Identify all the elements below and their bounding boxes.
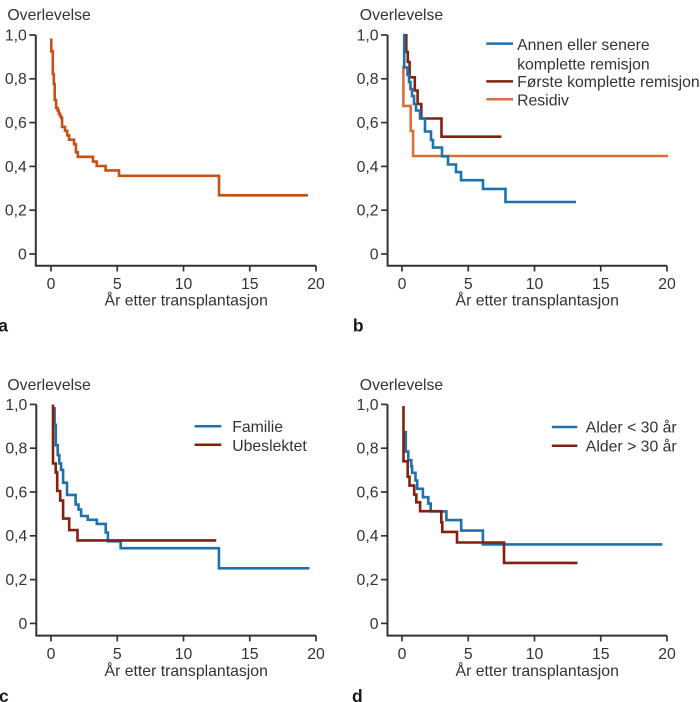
svg-text:0,6: 0,6 bbox=[357, 115, 379, 132]
svg-text:År etter transplantasjon: År etter transplantasjon bbox=[105, 290, 268, 309]
svg-text:Ubeslektet: Ubeslektet bbox=[232, 438, 307, 455]
svg-text:0,6: 0,6 bbox=[5, 484, 27, 501]
svg-text:20: 20 bbox=[658, 646, 676, 663]
svg-text:Familie: Familie bbox=[232, 419, 283, 436]
svg-text:10: 10 bbox=[526, 646, 544, 663]
svg-text:Residiv: Residiv bbox=[517, 93, 569, 110]
svg-text:0,4: 0,4 bbox=[5, 528, 27, 545]
svg-text:1,0: 1,0 bbox=[357, 397, 379, 414]
svg-text:0: 0 bbox=[47, 646, 56, 663]
svg-text:0: 0 bbox=[18, 246, 27, 263]
svg-text:0,2: 0,2 bbox=[357, 203, 379, 220]
svg-text:10: 10 bbox=[175, 276, 193, 293]
svg-text:Første komplette remisjon: Første komplette remisjon bbox=[517, 74, 700, 91]
svg-text:0: 0 bbox=[398, 276, 407, 293]
svg-text:0,6: 0,6 bbox=[5, 115, 27, 132]
svg-text:15: 15 bbox=[592, 646, 610, 663]
svg-text:15: 15 bbox=[241, 276, 259, 293]
svg-text:0: 0 bbox=[19, 616, 28, 633]
svg-text:Alder < 30 år: Alder < 30 år bbox=[586, 419, 677, 437]
svg-text:0,8: 0,8 bbox=[5, 71, 27, 88]
svg-text:0: 0 bbox=[47, 276, 56, 293]
svg-text:Overlevelse: Overlevelse bbox=[7, 377, 91, 394]
svg-text:5: 5 bbox=[464, 276, 473, 293]
svg-text:Annen eller senere: Annen eller senere bbox=[517, 37, 650, 54]
svg-text:0,8: 0,8 bbox=[357, 71, 379, 88]
svg-text:Overlevelse: Overlevelse bbox=[360, 377, 444, 394]
svg-text:0,4: 0,4 bbox=[357, 528, 379, 545]
svg-text:1,0: 1,0 bbox=[357, 27, 379, 44]
svg-text:10: 10 bbox=[526, 276, 544, 293]
svg-text:b: b bbox=[353, 316, 364, 336]
svg-text:0,4: 0,4 bbox=[357, 159, 379, 176]
svg-text:0: 0 bbox=[370, 246, 379, 263]
svg-text:Overlevelse: Overlevelse bbox=[360, 7, 444, 24]
svg-text:0: 0 bbox=[370, 616, 379, 633]
svg-text:0: 0 bbox=[398, 646, 407, 663]
svg-text:5: 5 bbox=[113, 646, 122, 663]
svg-text:Alder > 30 år: Alder > 30 år bbox=[586, 437, 677, 455]
svg-text:År etter transplantasjon: År etter transplantasjon bbox=[105, 661, 268, 680]
svg-text:0,8: 0,8 bbox=[5, 441, 27, 458]
svg-text:15: 15 bbox=[592, 276, 610, 293]
svg-text:År etter transplantasjon: År etter transplantasjon bbox=[456, 290, 619, 309]
svg-text:0,6: 0,6 bbox=[357, 484, 379, 501]
svg-text:Overlevelse: Overlevelse bbox=[7, 7, 91, 24]
svg-text:komplette remisjon: komplette remisjon bbox=[517, 56, 650, 73]
svg-text:20: 20 bbox=[307, 646, 325, 663]
svg-text:1,0: 1,0 bbox=[5, 397, 27, 414]
svg-text:0,8: 0,8 bbox=[357, 441, 379, 458]
svg-text:a: a bbox=[0, 316, 8, 336]
svg-text:0,2: 0,2 bbox=[5, 572, 27, 589]
svg-text:20: 20 bbox=[658, 276, 676, 293]
svg-text:10: 10 bbox=[175, 646, 193, 663]
svg-text:0,2: 0,2 bbox=[357, 572, 379, 589]
svg-text:15: 15 bbox=[241, 646, 259, 663]
svg-text:20: 20 bbox=[307, 276, 325, 293]
svg-text:0,2: 0,2 bbox=[5, 203, 27, 220]
svg-text:0,4: 0,4 bbox=[5, 159, 27, 176]
svg-text:5: 5 bbox=[113, 276, 122, 293]
svg-text:1,0: 1,0 bbox=[5, 27, 27, 44]
svg-text:c: c bbox=[0, 686, 9, 702]
svg-text:d: d bbox=[352, 686, 363, 702]
svg-text:5: 5 bbox=[464, 646, 473, 663]
svg-text:År etter transplantasjon: År etter transplantasjon bbox=[456, 661, 619, 680]
